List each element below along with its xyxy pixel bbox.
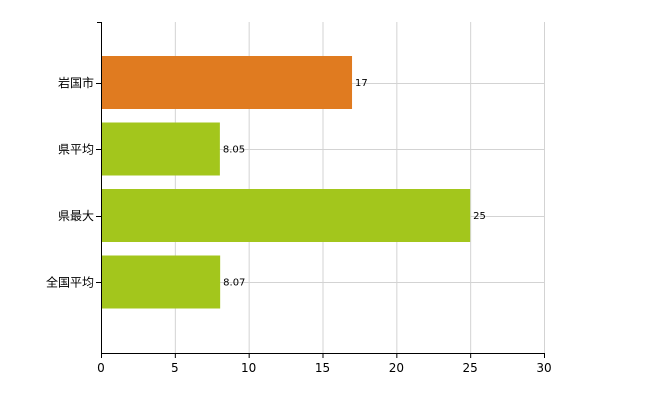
data-label: 25 (473, 211, 486, 222)
x-tick-label: 15 (315, 361, 330, 375)
bar-4 (101, 255, 221, 309)
x-tick-label: 5 (171, 361, 179, 375)
axes (96, 22, 545, 358)
x-tick-label: 30 (536, 361, 551, 375)
bar-2 (101, 122, 220, 176)
x-tick-label: 10 (241, 361, 256, 375)
bar-3 (101, 189, 471, 242)
data-label: 17 (355, 78, 368, 89)
y-tick-label: 県平均 (58, 143, 94, 157)
bar-1 (101, 56, 353, 109)
x-tick-label: 0 (97, 361, 105, 375)
x-tick-label: 25 (463, 361, 478, 375)
y-tick-label: 県最大 (58, 209, 94, 223)
data-label: 8.05 (223, 145, 245, 156)
bars (101, 56, 471, 309)
y-tick-label: 全国平均 (46, 275, 94, 290)
x-tick-label: 20 (389, 361, 404, 375)
data-label: 8.07 (223, 278, 245, 289)
y-tick-label: 岩国市 (58, 75, 94, 90)
